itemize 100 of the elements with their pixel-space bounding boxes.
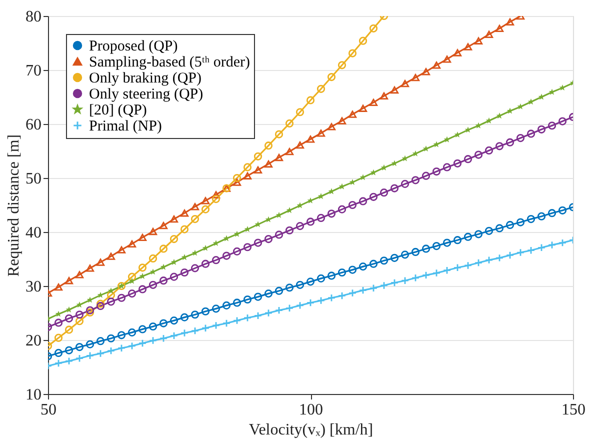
point xyxy=(432,242,441,250)
point xyxy=(264,308,273,318)
point xyxy=(64,314,74,322)
point xyxy=(243,314,252,322)
point xyxy=(318,193,324,200)
point xyxy=(232,247,242,256)
point xyxy=(442,238,452,247)
legend-label: Proposed (QP) xyxy=(89,38,178,54)
point xyxy=(232,298,242,307)
point xyxy=(75,354,84,362)
point xyxy=(128,278,136,284)
point xyxy=(150,268,156,275)
point xyxy=(138,339,147,348)
point xyxy=(506,251,514,260)
point xyxy=(348,266,357,274)
point xyxy=(433,141,440,148)
point xyxy=(338,268,346,277)
point xyxy=(316,214,326,222)
point xyxy=(128,272,136,281)
point xyxy=(369,24,378,32)
point xyxy=(86,352,94,360)
point xyxy=(348,49,357,58)
point xyxy=(286,207,293,214)
point xyxy=(516,218,525,226)
point xyxy=(274,130,284,138)
point xyxy=(296,222,304,230)
point xyxy=(106,346,116,355)
point xyxy=(170,258,178,265)
point xyxy=(138,234,147,242)
point xyxy=(106,298,116,306)
point xyxy=(117,331,126,340)
point xyxy=(348,110,357,118)
legend-label: Sampling-based (5ᵗʰ order) xyxy=(89,54,250,70)
point xyxy=(495,24,504,32)
point xyxy=(358,197,368,206)
point xyxy=(75,310,84,319)
point xyxy=(223,235,230,242)
point xyxy=(370,169,377,176)
point xyxy=(170,272,178,281)
point xyxy=(453,264,462,272)
y-tick-label: 60 xyxy=(26,116,42,134)
point xyxy=(106,334,116,342)
point xyxy=(422,145,430,152)
point xyxy=(128,342,136,350)
point xyxy=(391,160,398,166)
y-tick-label: 20 xyxy=(26,332,42,350)
point xyxy=(369,192,378,201)
point xyxy=(190,264,200,272)
point xyxy=(64,326,74,334)
point xyxy=(358,104,368,112)
point xyxy=(201,324,210,332)
point xyxy=(212,321,220,330)
point xyxy=(54,283,63,291)
y-tick-label: 50 xyxy=(26,170,42,188)
point xyxy=(180,313,189,322)
point xyxy=(75,342,84,352)
point xyxy=(369,260,378,268)
point xyxy=(232,178,242,186)
point xyxy=(232,316,242,325)
point xyxy=(86,296,94,303)
point xyxy=(170,332,178,340)
point xyxy=(358,36,368,45)
point xyxy=(464,126,472,133)
point xyxy=(201,307,210,316)
point xyxy=(422,244,430,253)
point xyxy=(212,191,220,198)
point xyxy=(558,238,567,247)
y-tick-label: 40 xyxy=(26,224,42,242)
point xyxy=(159,276,168,285)
point xyxy=(64,357,74,366)
point xyxy=(66,306,72,312)
point xyxy=(212,195,220,204)
point xyxy=(106,252,116,260)
point xyxy=(148,280,158,289)
point xyxy=(159,334,168,342)
point xyxy=(444,136,450,142)
point xyxy=(464,261,472,270)
point xyxy=(548,240,556,250)
point xyxy=(212,304,220,313)
point xyxy=(285,226,294,234)
point xyxy=(159,222,168,230)
point xyxy=(402,155,408,162)
point xyxy=(495,254,504,262)
point xyxy=(106,291,116,300)
point xyxy=(548,122,556,130)
point xyxy=(495,142,504,150)
point xyxy=(148,254,158,263)
y-tick-label: 30 xyxy=(26,278,42,296)
point xyxy=(411,176,420,184)
point xyxy=(254,221,262,228)
point xyxy=(442,163,452,172)
point xyxy=(328,188,335,194)
point xyxy=(338,117,346,124)
point xyxy=(306,96,315,104)
point xyxy=(422,271,430,280)
point xyxy=(474,258,483,267)
point xyxy=(400,80,410,88)
point xyxy=(201,260,210,268)
point xyxy=(380,188,388,197)
point xyxy=(475,122,482,128)
